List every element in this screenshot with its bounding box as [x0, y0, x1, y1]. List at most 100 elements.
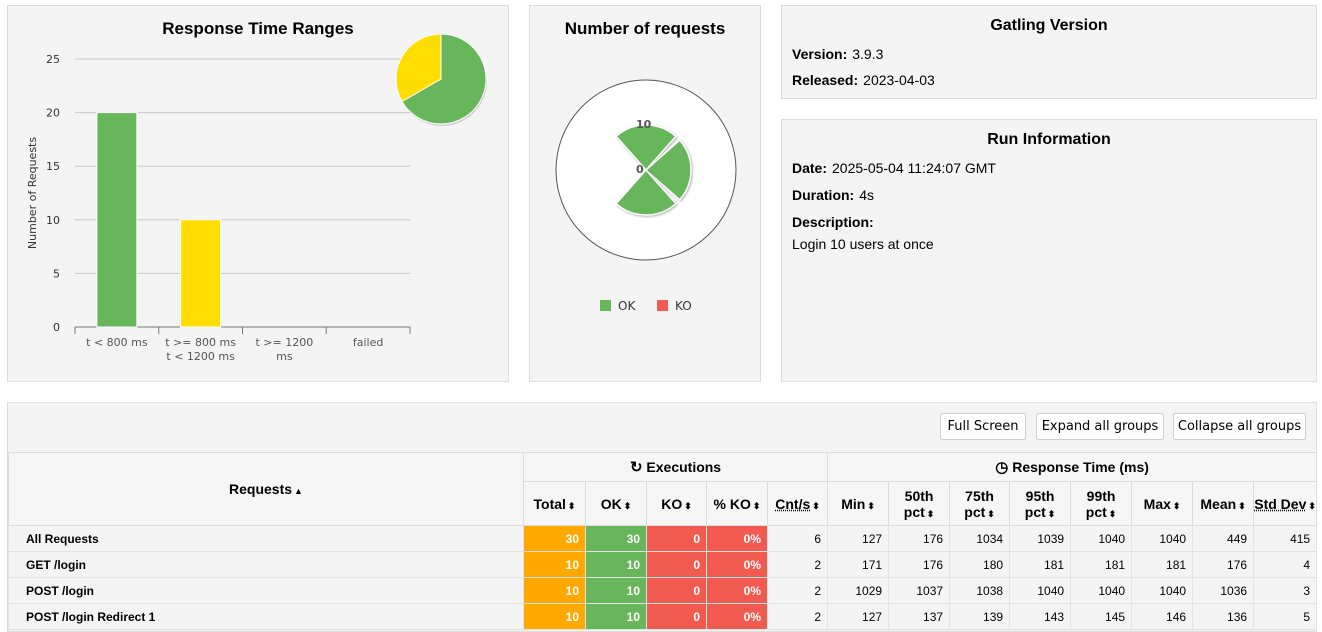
pie-slice[interactable]: [395, 33, 442, 103]
cell-50th-pct: 1037: [888, 577, 951, 604]
number-of-requests-chart: 10 0 OK KO: [555, 79, 737, 313]
collapse-all-groups-button[interactable]: Collapse all groups: [1173, 413, 1306, 440]
sort-icon: ⬍: [567, 500, 576, 511]
cell-std-dev: 5: [1253, 603, 1318, 630]
column-header-95th-pct[interactable]: 95th pct ⬍: [1009, 481, 1072, 526]
column-header-label: 75th pct: [964, 487, 994, 520]
column-header-75th-pct[interactable]: 75th pct ⬍: [949, 481, 1011, 526]
column-header-std-dev[interactable]: Std Dev ⬍: [1253, 481, 1318, 526]
table-row[interactable]: POST /login 10 10 0 0% 2 1029 1037 1038 1040 1040 1…: [8, 577, 1318, 604]
polar-tick-label: 10: [636, 118, 652, 131]
sort-icon: ⬍: [867, 500, 875, 511]
column-header-ok[interactable]: OK ⬍: [585, 481, 647, 526]
sort-icon: ⬍: [684, 500, 692, 511]
column-header-label: Max: [1143, 495, 1171, 512]
cell-total: 30: [523, 525, 586, 552]
date-label: Date:: [792, 160, 828, 176]
cell-ok: 10: [585, 577, 647, 604]
polar-slice-ok[interactable]: [615, 124, 677, 172]
column-header-label: Mean: [1200, 495, 1237, 512]
response-time-header-label: Response Time (ms): [1012, 459, 1149, 475]
y-axis-label: Number of Requests: [26, 137, 39, 249]
column-header-cnt-s[interactable]: Cnt/s ⬍: [766, 481, 829, 526]
pie-slice[interactable]: [401, 33, 487, 125]
legend-swatch: [600, 300, 611, 311]
cell-max: 181: [1131, 551, 1194, 578]
sort-icon: ⬍: [987, 508, 995, 519]
request-name: POST /login: [8, 577, 524, 604]
expand-all-groups-button[interactable]: Expand all groups: [1036, 413, 1164, 440]
statistics-table: Requests ▲ ↻ Executions ◷ Response Time (…: [8, 452, 1318, 630]
y-tick-label: 20: [46, 107, 60, 120]
sort-icon: ⬍: [623, 500, 632, 511]
legend-label-ok[interactable]: OK: [618, 299, 636, 313]
cell-ko: 0: [646, 603, 707, 630]
full-screen-button[interactable]: Full Screen: [940, 413, 1026, 440]
column-header-max[interactable]: Max ⬍: [1131, 481, 1194, 526]
cell-95th-pct: 181: [1009, 551, 1072, 578]
response-time-header: ◷ Response Time (ms): [827, 452, 1318, 482]
executions-icon: ↻: [629, 459, 643, 476]
cell-ok: 30: [585, 525, 647, 552]
polar-tick-label: 0: [636, 163, 644, 176]
cell-mean: 449: [1192, 525, 1255, 552]
x-category-label: t < 1200 ms: [166, 350, 235, 363]
bar[interactable]: [96, 112, 138, 328]
column-header-ko[interactable]: KO ⬍: [646, 481, 707, 526]
cell-cnt-s: 2: [766, 551, 829, 578]
polar-slice-ok[interactable]: [644, 139, 692, 201]
column-header-label: Total: [533, 495, 566, 512]
column-header-total[interactable]: Total ⬍: [523, 481, 586, 526]
column-header-99th-pct[interactable]: 99th pct ⬍: [1070, 481, 1133, 526]
column-header-label: Std Dev: [1254, 495, 1307, 512]
column-header-label: 50th pct: [903, 487, 934, 520]
cell-50th-pct: 176: [888, 551, 951, 578]
x-category-label: ms: [276, 350, 293, 363]
cell-99th-pct: 181: [1070, 551, 1133, 578]
column-header-50th-pct[interactable]: 50th pct ⬍: [888, 481, 951, 526]
column-header-label: KO: [661, 495, 683, 512]
cell--ko: 0%: [706, 577, 768, 604]
description-value: Login 10 users at once: [792, 236, 934, 252]
x-category-label: t >= 800 ms: [165, 336, 236, 349]
executions-header-label: Executions: [646, 459, 722, 475]
x-category-label: t >= 1200: [256, 336, 314, 349]
cell-min: 171: [827, 551, 890, 578]
polar-slice-ok[interactable]: [615, 168, 677, 216]
date-value: 2025-05-04 11:24:07 GMT: [832, 160, 996, 176]
cell-75th-pct: 139: [949, 603, 1011, 630]
cell-max: 146: [1131, 603, 1194, 630]
clock-icon: ◷: [995, 459, 1009, 476]
table-row[interactable]: POST /login Redirect 1 10 10 0 0% 2 127 137 139 1…: [8, 603, 1318, 630]
response-time-ranges-title: Response Time Ranges: [162, 19, 354, 38]
request-name: GET /login: [8, 551, 524, 578]
column-header-label: % KO: [713, 495, 751, 512]
legend-label-ko[interactable]: KO: [675, 299, 692, 313]
cell-mean: 1036: [1192, 577, 1255, 604]
duration-value: 4s: [859, 187, 875, 203]
sort-icon: ⬍: [1238, 500, 1246, 511]
cell-total: 10: [523, 577, 586, 604]
run-information-title: Run Information: [987, 131, 1111, 148]
requests-header[interactable]: Requests ▲: [8, 452, 524, 526]
column-header-label: 95th pct: [1024, 487, 1055, 520]
released-line: Released: 2023-04-03: [792, 72, 935, 88]
cell-50th-pct: 137: [888, 603, 951, 630]
version-line: Version: 3.9.3: [792, 46, 883, 62]
cell--ko: 0%: [706, 603, 768, 630]
cell-max: 1040: [1131, 577, 1194, 604]
bar[interactable]: [180, 219, 222, 328]
cell--ko: 0%: [706, 525, 768, 552]
sort-icon: ⬍: [752, 500, 761, 511]
table-row[interactable]: GET /login 10 10 0 0% 2 171 176 180 181 181 181 176 4: [8, 551, 1318, 578]
cell-99th-pct: 145: [1070, 603, 1133, 630]
column-header--ko[interactable]: % KO ⬍: [706, 481, 768, 526]
cell-75th-pct: 1034: [949, 525, 1011, 552]
table-row[interactable]: All Requests 30 30 0 0% 6 127 176 1034 1039 1040 10…: [8, 525, 1318, 552]
cell-75th-pct: 180: [949, 551, 1011, 578]
column-header-min[interactable]: Min ⬍: [827, 481, 890, 526]
y-tick-label: 10: [46, 214, 60, 227]
cell-95th-pct: 143: [1009, 603, 1072, 630]
column-header-mean[interactable]: Mean ⬍: [1192, 481, 1255, 526]
number-of-requests-title: Number of requests: [564, 19, 726, 38]
